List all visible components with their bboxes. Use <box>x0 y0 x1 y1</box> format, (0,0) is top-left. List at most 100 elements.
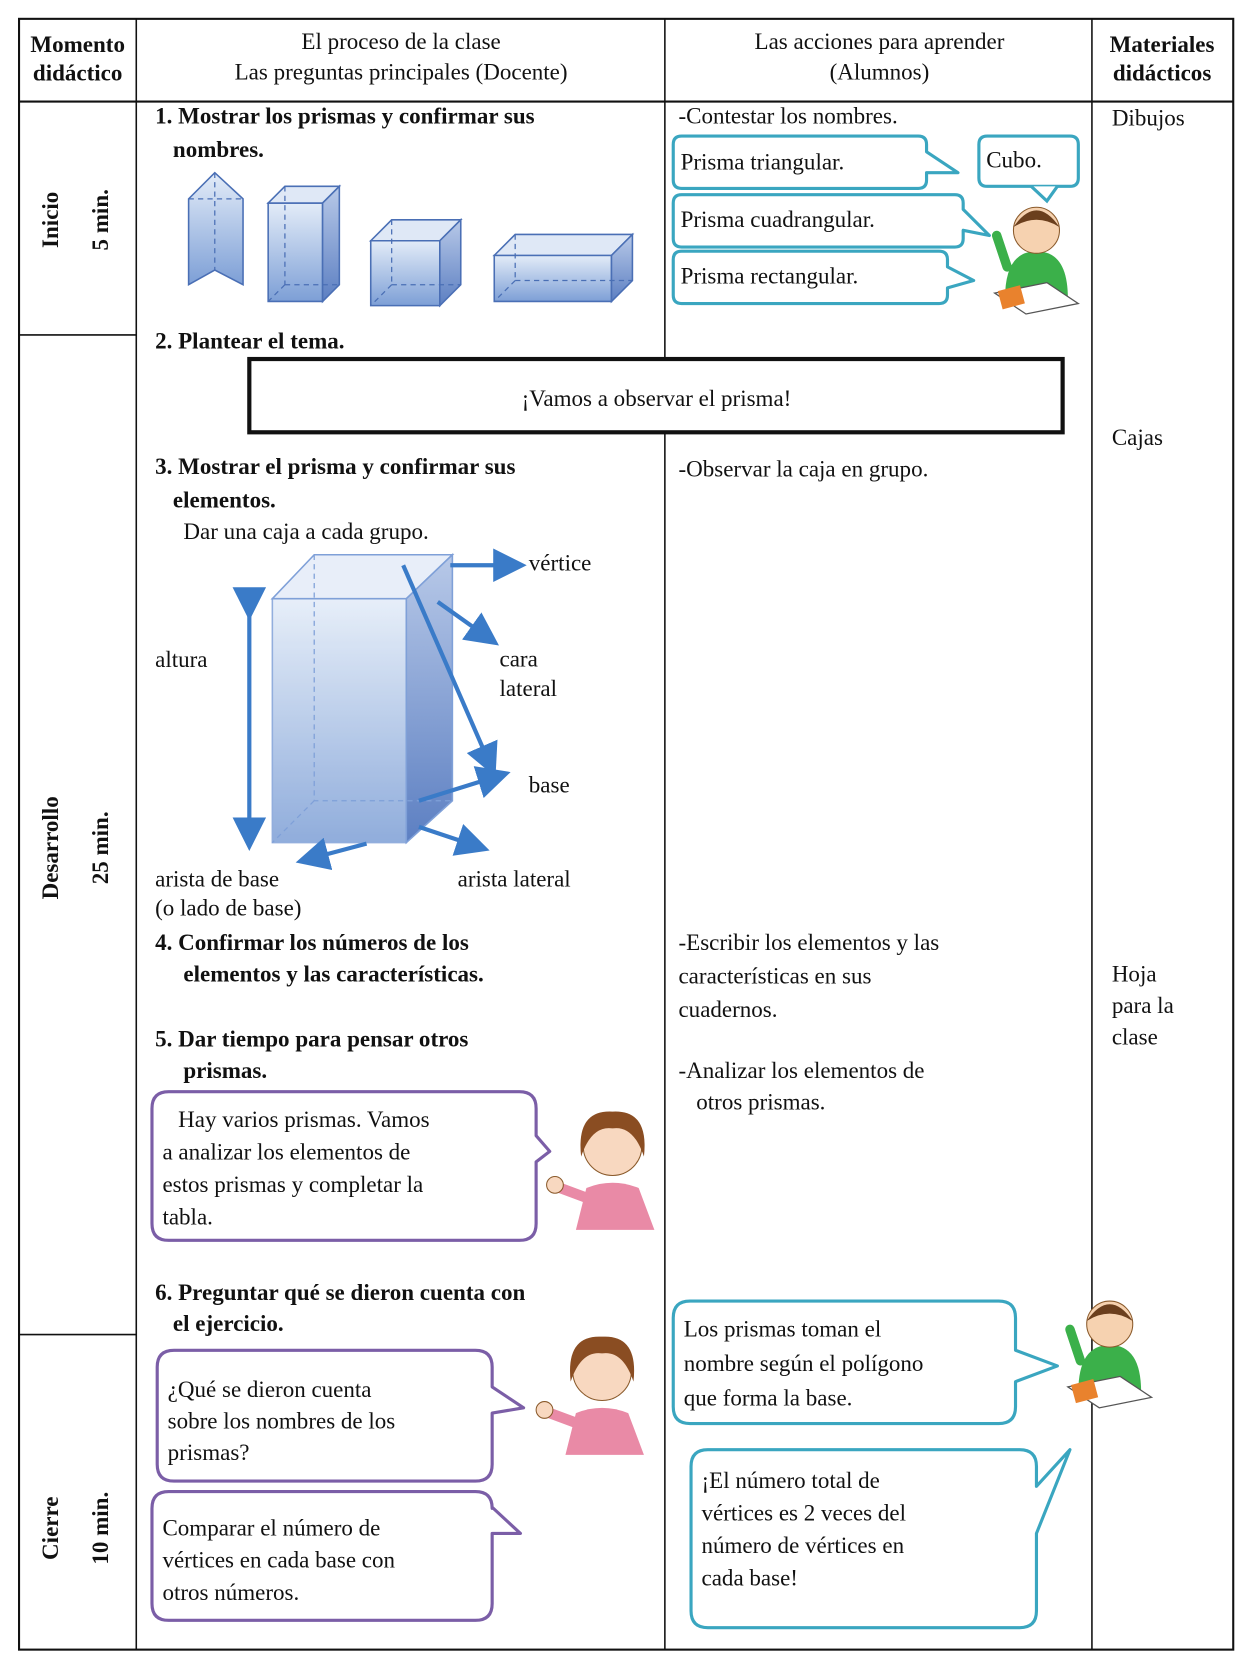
student-speech-1-line: nombre según el polígono <box>684 1350 924 1376</box>
step-5-line: prismas. <box>183 1057 267 1083</box>
teacher-speech-2: ¿Qué se dieron cuenta sobre los nombres d… <box>168 1376 396 1465</box>
step-4: 4. Confirmar los números de los elementos… <box>155 929 484 986</box>
answer: Prisma triangular. <box>681 149 845 175</box>
teacher-speech-1: Hay varios prismas. Vamos a analizar los … <box>162 1106 429 1229</box>
arrow <box>401 564 498 778</box>
answer: Prisma cuadrangular. <box>681 206 875 232</box>
teacher-hand <box>546 1175 564 1194</box>
theme-box <box>247 356 1065 435</box>
header-materials: Materiales didácticos <box>1110 31 1215 85</box>
label-height: altura <box>155 646 207 672</box>
teacher-bubble <box>155 1348 526 1483</box>
label-lateral-face: cara lateral <box>499 646 557 701</box>
triangular-prism <box>187 171 244 287</box>
big-prism-hidden <box>271 554 453 844</box>
teacher-body <box>575 1182 655 1230</box>
student-arm <box>1065 1324 1086 1366</box>
header-materials-line: didácticos <box>1113 60 1212 86</box>
teacher-speech-1-line: Hay varios prismas. Vamos <box>178 1106 429 1132</box>
action-4: -Escribir los elementos y las característ… <box>678 929 939 1022</box>
student-notebook <box>1071 1379 1099 1404</box>
teacher-arm <box>544 1407 584 1429</box>
student-speech-1: Los prismas toman el nombre según el polí… <box>684 1316 924 1411</box>
material: Cajas <box>1112 424 1163 450</box>
stage-name: Inicio <box>37 192 63 248</box>
header-materials-line: Materiales <box>1110 31 1215 57</box>
student-bubble <box>671 134 960 190</box>
step-6-line: el ejercicio. <box>173 1310 284 1336</box>
step-4-line: 4. Confirmar los números de los <box>155 929 469 955</box>
label-base: base <box>529 771 570 797</box>
student-notebook <box>997 285 1025 310</box>
step-2: 2. Plantear el tema. <box>155 328 344 354</box>
teacher-speech-3-line: vértices en cada base con <box>162 1547 395 1573</box>
teacher-hair <box>570 1336 635 1382</box>
step-1-line: nombres. <box>173 136 264 162</box>
stage-name: Desarrollo <box>37 796 63 899</box>
teacher-bubble <box>150 1490 522 1622</box>
student-hair <box>1013 210 1060 228</box>
label-base-edge-line: arista de base <box>155 866 279 892</box>
stage-time: 5 min. <box>87 189 113 250</box>
label-vertex: vértice <box>529 550 592 576</box>
big-prism-front <box>271 597 408 844</box>
teacher-speech-1-line: tabla. <box>162 1204 212 1230</box>
student-arm <box>991 230 1012 272</box>
student-bubble <box>689 1448 1072 1630</box>
student-speech-1-line: que forma la base. <box>684 1385 853 1411</box>
teacher-hair <box>580 1111 645 1157</box>
header-moment-line: didáctico <box>33 60 123 86</box>
header-actions-line: Las acciones para aprender <box>755 28 1005 54</box>
header-process-line: Las preguntas principales (Docente) <box>235 59 568 85</box>
teacher-body <box>565 1407 644 1455</box>
bubble-tail <box>1030 185 1059 204</box>
header-process: El proceso de la clase Las preguntas prin… <box>235 28 568 84</box>
teacher-arm <box>554 1182 594 1204</box>
header-moment-line: Momento <box>30 31 125 57</box>
step-1: 1. Mostrar los prismas y confirmar sus no… <box>155 103 535 162</box>
theme: ¡Vamos a observar el prisma! <box>522 385 792 411</box>
arrow <box>295 837 368 871</box>
prism-front <box>369 239 441 307</box>
triangular-prism-edges <box>188 172 244 271</box>
action-1: -Contestar los nombres. <box>678 103 897 129</box>
header-actions: Las acciones para aprender (Alumnos) <box>755 28 1005 84</box>
prism-hidden <box>493 234 633 302</box>
student-bubble <box>671 1299 1059 1426</box>
label-base-edge: arista de base (o lado de base) <box>155 866 301 921</box>
action-4-line: -Escribir los elementos y las <box>678 929 939 955</box>
stage-time: 10 min. <box>87 1492 113 1565</box>
step-6: 6. Preguntar qué se dieron cuenta con el … <box>155 1279 525 1336</box>
action-5: -Analizar los elementos de otros prismas. <box>678 1057 924 1114</box>
student-speech-1-line: Los prismas toman el <box>684 1316 882 1342</box>
label-lateral-face-line: cara <box>499 646 537 672</box>
student-bubble <box>671 193 991 249</box>
arrow <box>418 824 490 856</box>
action-3: -Observar la caja en grupo. <box>678 455 928 481</box>
answer: Cubo. <box>986 147 1042 173</box>
prism-side <box>321 184 341 304</box>
step-5: 5. Dar tiempo para pensar otros prismas. <box>155 1026 468 1083</box>
student-bubble <box>977 134 1080 188</box>
teacher-speech-1-line: estos prismas y completar la <box>162 1171 423 1197</box>
header-process-line: El proceso de la clase <box>301 28 500 54</box>
step-4-line: elementos y las características. <box>183 961 483 987</box>
prism-front <box>493 254 613 303</box>
teacher-hand <box>535 1401 554 1419</box>
teacher-bubble <box>150 1090 552 1242</box>
header-moment: Momento didáctico <box>30 31 125 85</box>
big-prism-side <box>405 552 454 845</box>
step-3: 3. Mostrar el prisma y confirmar sus elem… <box>155 453 515 512</box>
material-line: Hoja <box>1112 961 1157 987</box>
teacher-speech-3-line: Comparar el número de <box>162 1515 380 1541</box>
student-speech-2: ¡El número total de vértices es 2 veces d… <box>702 1467 907 1590</box>
prism-front <box>267 202 324 303</box>
action-4-line: cuadernos. <box>678 996 777 1022</box>
step-3-line: elementos. <box>173 487 276 513</box>
step-1-line: 1. Mostrar los prismas y confirmar sus <box>155 103 535 129</box>
answer: Prisma rectangular. <box>681 263 859 289</box>
arrow <box>436 600 499 646</box>
student-speech-2-line: número de vértices en <box>702 1532 905 1558</box>
